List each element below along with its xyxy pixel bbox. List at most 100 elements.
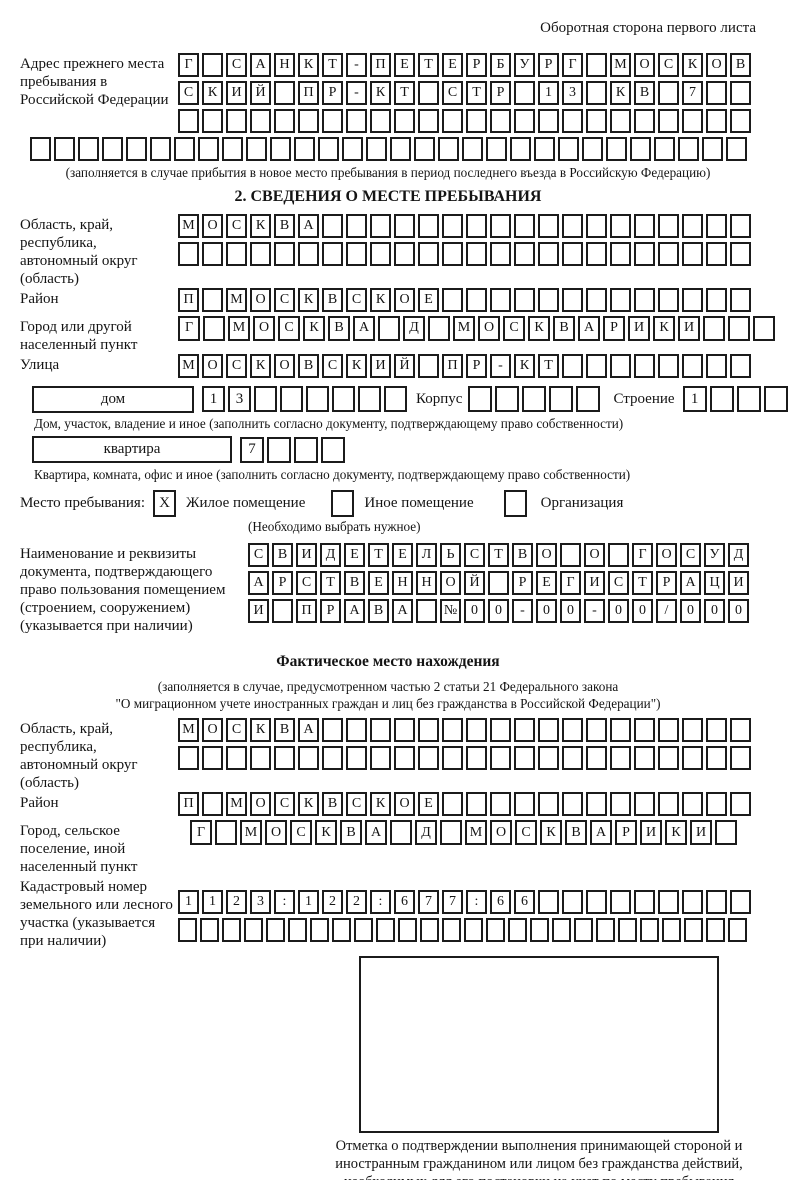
char-box[interactable] [418, 213, 439, 238]
char-box[interactable]: С [503, 315, 525, 341]
char-box[interactable]: О [490, 820, 512, 845]
char-box[interactable]: К [370, 287, 391, 312]
char-box[interactable] [342, 137, 363, 161]
char-box[interactable] [178, 746, 199, 770]
char-box[interactable]: С [226, 53, 247, 77]
char-box[interactable] [442, 718, 463, 742]
char-box[interactable] [763, 386, 788, 412]
char-box[interactable] [706, 213, 727, 238]
char-box[interactable]: Р [320, 599, 341, 623]
char-box[interactable]: А [250, 53, 271, 77]
char-box[interactable]: К [665, 820, 687, 845]
char-box[interactable] [538, 746, 559, 770]
char-box[interactable]: В [298, 353, 319, 378]
char-box[interactable] [178, 918, 197, 942]
char-box[interactable] [606, 137, 627, 161]
char-box[interactable] [682, 287, 703, 312]
char-box[interactable]: У [514, 53, 535, 77]
char-box[interactable]: М [240, 820, 262, 845]
char-box[interactable] [274, 241, 295, 266]
char-box[interactable]: 7 [240, 436, 264, 463]
char-box[interactable]: М [453, 315, 475, 341]
char-box[interactable] [586, 353, 607, 378]
char-box[interactable]: И [370, 353, 391, 378]
char-box[interactable]: 3 [562, 81, 583, 105]
char-box[interactable] [418, 353, 439, 378]
char-box[interactable]: 0 [728, 599, 749, 623]
char-box[interactable] [464, 918, 483, 942]
char-box[interactable] [634, 241, 655, 266]
char-box[interactable]: 0 [488, 599, 509, 623]
char-box[interactable]: В [272, 543, 293, 567]
char-box[interactable] [682, 241, 703, 266]
char-box[interactable] [428, 315, 450, 341]
char-box[interactable] [682, 353, 703, 378]
char-box[interactable] [706, 890, 727, 914]
char-box[interactable] [658, 241, 679, 266]
char-box[interactable]: Р [322, 81, 343, 105]
char-box[interactable]: Е [392, 543, 413, 567]
char-box[interactable] [608, 543, 629, 567]
char-box[interactable] [634, 718, 655, 742]
char-box[interactable] [560, 543, 581, 567]
char-box[interactable]: : [370, 890, 391, 914]
char-box[interactable] [562, 287, 583, 312]
char-box[interactable] [226, 746, 247, 770]
char-box[interactable]: М [178, 353, 199, 378]
char-box[interactable] [576, 386, 601, 412]
char-box[interactable] [466, 241, 487, 266]
char-box[interactable] [490, 213, 511, 238]
char-box[interactable] [702, 137, 723, 161]
char-box[interactable] [370, 241, 391, 266]
char-box[interactable] [200, 918, 219, 942]
char-box[interactable] [466, 718, 487, 742]
char-box[interactable]: О [706, 53, 727, 77]
char-box[interactable]: С [226, 353, 247, 378]
char-box[interactable] [634, 746, 655, 770]
char-box[interactable]: Т [368, 543, 389, 567]
char-box[interactable] [562, 353, 583, 378]
char-box[interactable]: П [442, 353, 463, 378]
char-box[interactable] [634, 792, 655, 816]
char-box[interactable]: В [730, 53, 751, 77]
char-box[interactable]: 1 [682, 386, 707, 412]
char-box[interactable] [634, 109, 655, 133]
char-box[interactable]: У [704, 543, 725, 567]
char-box[interactable]: С [608, 571, 629, 595]
char-box[interactable] [332, 918, 351, 942]
char-box[interactable]: С [322, 353, 343, 378]
char-box[interactable] [442, 241, 463, 266]
char-box[interactable] [726, 137, 747, 161]
char-box[interactable]: - [490, 353, 511, 378]
char-box[interactable]: Р [603, 315, 625, 341]
char-box[interactable]: С [296, 571, 317, 595]
char-box[interactable]: К [370, 81, 391, 105]
char-box[interactable] [682, 109, 703, 133]
char-box[interactable] [538, 287, 559, 312]
char-box[interactable]: О [253, 315, 275, 341]
char-box[interactable]: С [464, 543, 485, 567]
char-box[interactable]: К [298, 287, 319, 312]
char-box[interactable] [706, 918, 725, 942]
char-box[interactable]: Е [536, 571, 557, 595]
char-box[interactable]: К [514, 353, 535, 378]
char-box[interactable] [486, 137, 507, 161]
char-box[interactable]: : [274, 890, 295, 914]
char-box[interactable]: Т [488, 543, 509, 567]
char-box[interactable]: Т [394, 81, 415, 105]
char-box[interactable] [514, 241, 535, 266]
char-box[interactable]: Р [466, 53, 487, 77]
char-box[interactable]: Н [416, 571, 437, 595]
char-box[interactable] [538, 241, 559, 266]
char-box[interactable] [586, 241, 607, 266]
char-box[interactable] [736, 386, 761, 412]
char-box[interactable] [558, 137, 579, 161]
char-box[interactable] [226, 241, 247, 266]
char-box[interactable] [370, 746, 391, 770]
char-box[interactable]: 1 [298, 890, 319, 914]
char-box[interactable] [203, 315, 225, 341]
char-box[interactable]: М [465, 820, 487, 845]
char-box[interactable] [394, 109, 415, 133]
char-box[interactable] [346, 213, 367, 238]
char-box[interactable] [630, 137, 651, 161]
